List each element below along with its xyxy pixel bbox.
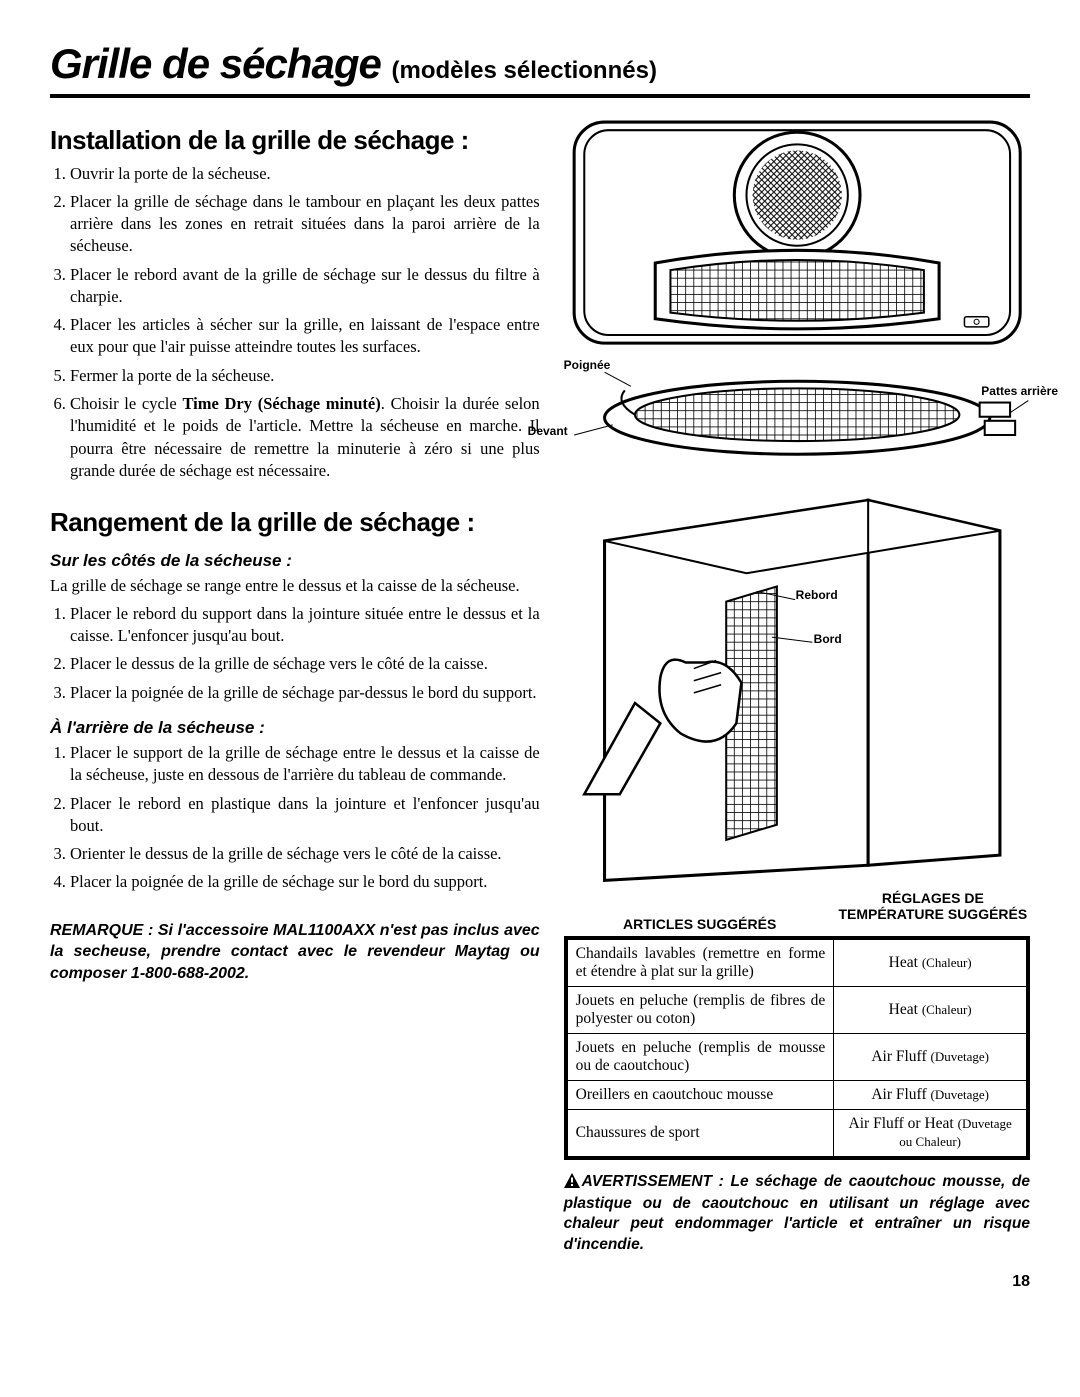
side-steps: Placer le rebord du support dans la join…	[50, 603, 540, 704]
drum-illustration-icon	[564, 116, 1030, 349]
table-header: ARTICLES SUGGÉRÉS RÉGLAGES DE TEMPÉRATUR…	[564, 890, 1030, 932]
back-step: Orienter le dessus de la grille de sécha…	[70, 843, 540, 865]
install-step: Ouvrir la porte de la sécheuse.	[70, 163, 540, 185]
remark-note: REMARQUE : Si l'accessoire MAL1100AXX n'…	[50, 920, 540, 985]
install-step: Choisir le cycle Time Dry (Séchage minut…	[70, 393, 540, 482]
left-column: Installation de la grille de séchage : O…	[50, 116, 540, 1255]
table-cell-item: Jouets en peluche (remplis de mousse ou …	[566, 1034, 834, 1081]
title-main: Grille de séchage	[50, 40, 381, 87]
back-step: Placer la poignée de la grille de séchag…	[70, 871, 540, 893]
title-sub: (modèles sélectionnés)	[392, 57, 657, 84]
table-row: Jouets en peluche (remplis de fibres de …	[566, 987, 1028, 1034]
label-poignee: Poignée	[564, 358, 611, 372]
diagram-rack-labels: Poignée Devant Pattes arrière	[564, 362, 1030, 472]
table-cell-setting: Heat (Chaleur)	[834, 938, 1028, 987]
table-cell-item: Chaussures de sport	[566, 1110, 834, 1159]
table-cell-setting: Heat (Chaleur)	[834, 987, 1028, 1034]
diagram-dryer-drum	[564, 116, 1030, 354]
side-intro: La grille de séchage se range entre le d…	[50, 575, 540, 597]
warning-text: AVERTISSEMENT : Le séchage de caoutchouc…	[564, 1172, 1030, 1255]
table-header-col1: ARTICLES SUGGÉRÉS	[564, 890, 836, 932]
back-step: Placer le rebord en plastique dans la jo…	[70, 793, 540, 838]
table-header-col2: RÉGLAGES DE TEMPÉRATURE SUGGÉRÉS	[836, 890, 1030, 932]
settings-table: Chandails lavables (remettre en forme et…	[564, 936, 1030, 1160]
back-steps: Placer le support de la grille de séchag…	[50, 742, 540, 894]
install-step: Placer les articles à sécher sur la gril…	[70, 314, 540, 359]
label-devant: Devant	[528, 424, 568, 438]
page-title: Grille de séchage (modèles sélectionnés)	[50, 40, 1030, 98]
table-row: Oreillers en caoutchouc mousseAir Fluff …	[566, 1081, 1028, 1110]
install-step: Fermer la porte de la sécheuse.	[70, 365, 540, 387]
table-cell-setting: Air Fluff (Duvetage)	[834, 1034, 1028, 1081]
side-step: Placer le rebord du support dans la join…	[70, 603, 540, 648]
install-steps: Ouvrir la porte de la sécheuse. Placer l…	[50, 163, 540, 482]
table-cell-item: Jouets en peluche (remplis de fibres de …	[566, 987, 834, 1034]
side-step: Placer la poignée de la grille de séchag…	[70, 682, 540, 704]
install-step: Placer le rebord avant de la grille de s…	[70, 264, 540, 309]
label-bord: Bord	[814, 632, 842, 646]
table-row: Chaussures de sportAir Fluff or Heat (Du…	[566, 1110, 1028, 1159]
side-subheading: Sur les côtés de la sécheuse :	[50, 551, 540, 571]
label-rebord: Rebord	[796, 588, 838, 602]
warning-label: AVERTISSEMENT	[582, 1173, 712, 1190]
table-cell-item: Chandails lavables (remettre en forme et…	[566, 938, 834, 987]
side-step: Placer le dessus de la grille de séchage…	[70, 653, 540, 675]
back-step: Placer le support de la grille de séchag…	[70, 742, 540, 787]
table-cell-setting: Air Fluff or Heat (Duvetage ou Chaleur)	[834, 1110, 1028, 1159]
table-row: Jouets en peluche (remplis de mousse ou …	[566, 1034, 1028, 1081]
table-row: Chandails lavables (remettre en forme et…	[566, 938, 1028, 987]
install-heading: Installation de la grille de séchage :	[50, 126, 540, 155]
page-number: 18	[50, 1273, 1030, 1291]
label-pattes: Pattes arrière	[981, 384, 1058, 398]
install-step: Placer la grille de séchage dans le tamb…	[70, 191, 540, 258]
warning-icon	[564, 1173, 580, 1194]
diagram-storage: Rebord Bord	[564, 480, 1030, 880]
table-cell-setting: Air Fluff (Duvetage)	[834, 1081, 1028, 1110]
table-cell-item: Oreillers en caoutchouc mousse	[566, 1081, 834, 1110]
back-subheading: À l'arrière de la sécheuse :	[50, 718, 540, 738]
storage-heading: Rangement de la grille de séchage :	[50, 508, 540, 537]
rack-illustration-icon	[564, 362, 1030, 474]
storage-illustration-icon	[564, 480, 1030, 886]
right-column: Poignée Devant Pattes arrière	[564, 116, 1030, 1255]
